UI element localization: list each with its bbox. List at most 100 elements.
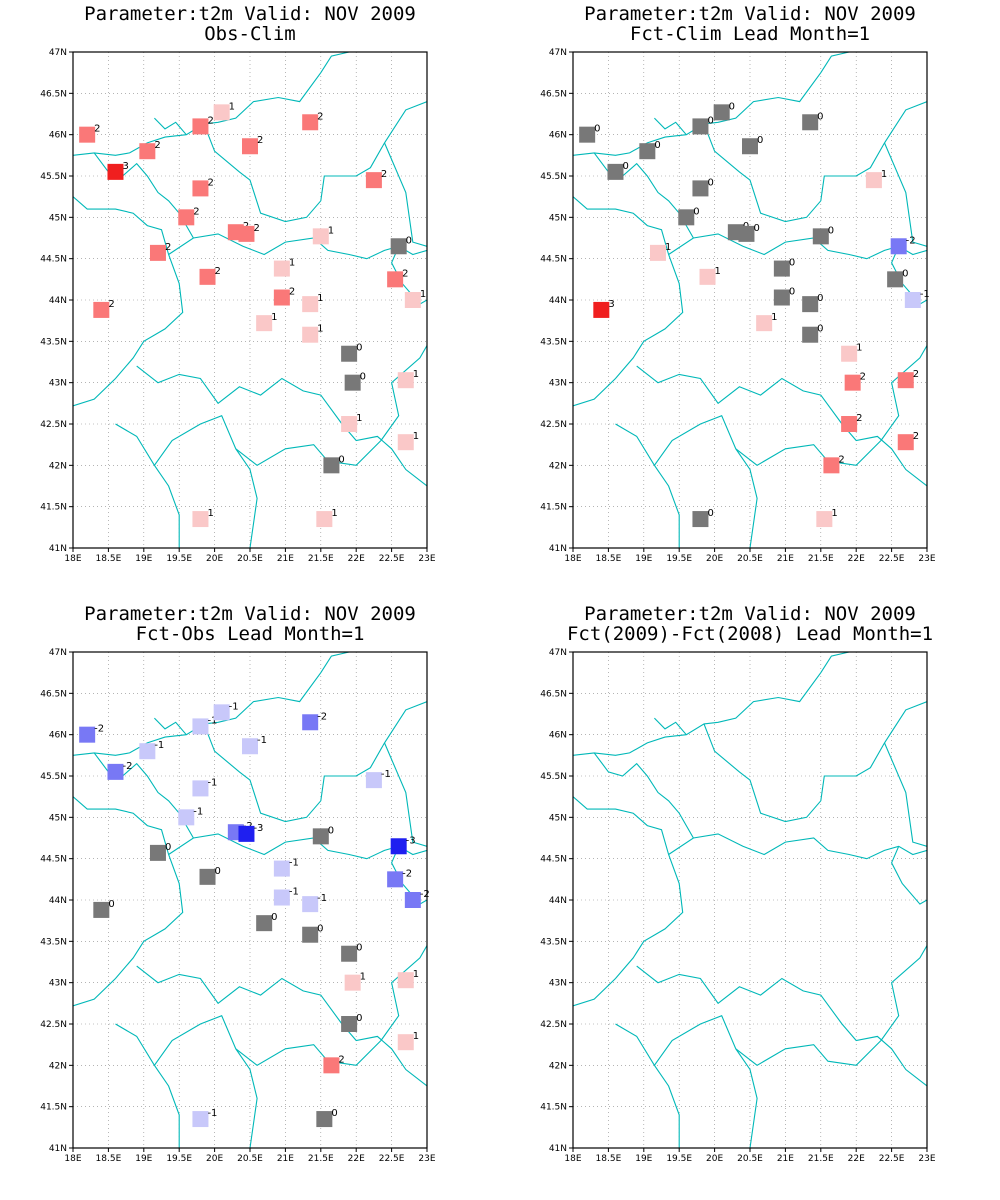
x-tick-label: 19E — [635, 554, 652, 564]
station-value-label: 2 — [94, 124, 100, 135]
border-line — [73, 52, 350, 156]
station-value-label: 2 — [289, 287, 295, 298]
station-value-label: 1 — [881, 169, 887, 180]
border-line — [203, 701, 427, 823]
station-marker — [756, 315, 773, 332]
border-line — [654, 717, 687, 736]
y-tick-label: 46.5N — [40, 689, 67, 699]
station-value-label: 0 — [360, 372, 366, 383]
x-tick-label: 23E — [418, 554, 435, 564]
x-tick-label: 18.5E — [596, 554, 622, 564]
border-line — [880, 945, 927, 1041]
y-tick-label: 41N — [549, 544, 567, 554]
station-value-label: 1 — [856, 343, 862, 354]
station-value-label: -1 — [381, 769, 391, 780]
station-marker — [397, 372, 414, 389]
border-line — [880, 345, 927, 441]
x-tick-label: 20E — [706, 554, 723, 564]
border-line — [735, 1040, 882, 1066]
station-value-label: 0 — [356, 1013, 362, 1024]
station-value-label: 0 — [817, 111, 823, 122]
border-line — [703, 701, 927, 823]
station-value-label: -1 — [154, 740, 164, 751]
x-tick-label: 22E — [348, 1154, 365, 1164]
border-line — [154, 117, 187, 136]
y-tick-label: 41N — [49, 544, 67, 554]
y-tick-label: 43N — [49, 979, 67, 989]
station-value-label: 1 — [289, 258, 295, 269]
y-tick-label: 42.5N — [540, 1020, 567, 1030]
station-marker — [312, 228, 329, 245]
x-tick-label: 19.5E — [166, 554, 192, 564]
y-tick-label: 46N — [549, 131, 567, 141]
station-marker — [273, 260, 290, 277]
y-tick-label: 44.5N — [40, 855, 67, 865]
station-value-label: 0 — [729, 101, 735, 112]
y-tick-label: 45N — [549, 213, 567, 223]
border-line — [593, 752, 694, 839]
y-tick-label: 44.5N — [540, 855, 567, 865]
border-line — [668, 833, 927, 860]
border-line — [636, 365, 927, 487]
station-marker — [323, 1057, 340, 1074]
border-line — [73, 796, 184, 1007]
station-marker — [242, 738, 258, 755]
x-tick-label: 21E — [777, 1154, 794, 1164]
panel-title-line2: Obs-Clim — [204, 23, 296, 45]
station-marker — [713, 104, 730, 121]
x-tick-label: 22E — [848, 1154, 865, 1164]
x-tick-label: 22.5E — [879, 1154, 905, 1164]
panel-obs-clim: Parameter:t2m Valid: NOV 2009 Obs-Clim 4… — [0, 0, 500, 590]
station-value-label: 2 — [253, 223, 259, 234]
panel-title-line1: Parameter:t2m Valid: NOV 2009 — [584, 3, 916, 25]
station-value-label: 2 — [913, 369, 919, 380]
border-line — [883, 142, 927, 247]
station-marker — [404, 292, 421, 308]
x-tick-label: 20.5E — [737, 554, 763, 564]
station-value-label: 2 — [154, 140, 160, 151]
station-value-label: 2 — [317, 111, 323, 122]
y-tick-label: 42.5N — [540, 420, 567, 430]
border-line — [735, 440, 882, 466]
border-line — [73, 196, 184, 407]
station-value-label: 1 — [328, 225, 334, 236]
y-tick-label: 47N — [549, 648, 567, 658]
station-marker — [107, 763, 124, 780]
station-marker — [341, 945, 358, 962]
station-marker — [107, 163, 124, 180]
station-marker — [802, 114, 819, 131]
station-value-label: 0 — [789, 287, 795, 298]
y-tick-label: 41N — [49, 1144, 67, 1154]
station-marker — [93, 301, 110, 318]
station-value-label: 2 — [838, 454, 844, 465]
y-tick-label: 41.5N — [40, 1103, 67, 1113]
x-tick-label: 19.5E — [166, 1154, 192, 1164]
y-tick-label: 46N — [49, 731, 67, 741]
station-value-label: 0 — [654, 140, 660, 151]
station-marker — [178, 809, 195, 826]
station-marker — [692, 180, 709, 197]
y-tick-label: 46.5N — [40, 89, 67, 99]
x-tick-label: 20.5E — [737, 1154, 763, 1164]
station-marker — [79, 726, 96, 743]
x-tick-label: 21.5E — [308, 554, 334, 564]
station-marker — [390, 238, 407, 255]
y-tick-label: 43N — [49, 379, 67, 389]
border-line — [380, 345, 427, 441]
y-tick-label: 43.5N — [40, 937, 67, 947]
station-marker — [323, 457, 340, 474]
station-marker — [242, 138, 258, 155]
station-marker — [302, 326, 319, 343]
border-line — [890, 846, 927, 905]
x-tick-label: 23E — [918, 1154, 935, 1164]
map-plot: 41N 41.5N 42N 42.5N 43N 43.5N 44N 44.5N 45N 45.5N… — [40, 48, 436, 564]
y-tick-label: 42.5N — [40, 420, 67, 430]
map-plot: 41N 41.5N 42N 42.5N 43N 43.5N 44N 44.5N 45N 45.5N… — [40, 648, 436, 1164]
station-value-label: 0 — [331, 1108, 337, 1119]
station-marker — [192, 780, 209, 797]
station-value-label: 0 — [753, 223, 759, 234]
y-tick-label: 44.5N — [540, 255, 567, 265]
station-marker — [139, 743, 156, 760]
coastlines — [73, 652, 427, 1148]
station-marker — [139, 143, 156, 160]
